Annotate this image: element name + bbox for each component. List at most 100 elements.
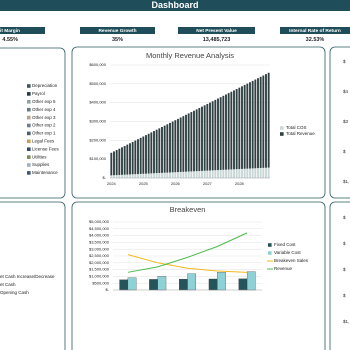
bar-segment: [209, 102, 211, 171]
breakeven-panel: [71, 201, 326, 350]
bar: [217, 272, 226, 291]
bar-segment: [225, 94, 227, 170]
x-tick-label: 2028: [235, 181, 245, 186]
bar-segment: [174, 120, 177, 173]
y-tick-label: $3,500,000: [89, 239, 110, 244]
legend-swatch: [27, 171, 31, 175]
bar-segment: [161, 126, 163, 173]
kpi-label-box: [0, 27, 45, 34]
legend-swatch: [27, 100, 31, 104]
dashboard-title: Dashboard: [151, 0, 198, 10]
kpi-label: Internal Rate of Return: [289, 28, 341, 34]
bar-segment: [185, 114, 187, 172]
bar-segment: [166, 172, 169, 178]
bar-segment: [243, 84, 246, 169]
legend-label: et Cash: [0, 282, 16, 287]
bar-segment: [129, 174, 131, 178]
bar-segment: [147, 173, 150, 178]
kpi-value: 4.55%: [2, 37, 18, 43]
legend-swatch: [27, 139, 31, 144]
expense-panel: [0, 47, 66, 199]
bar-segment: [182, 116, 185, 172]
legend-label: Variable Cost: [274, 250, 301, 255]
y-tick-label: $2,000,000: [89, 260, 110, 265]
bar-segment: [193, 110, 195, 172]
bar-segment: [115, 150, 118, 176]
bar-segment: [227, 93, 230, 170]
bar-segment: [145, 135, 147, 174]
bar-segment: [113, 175, 115, 178]
bar-segment: [163, 125, 166, 173]
bar-segment: [217, 170, 219, 178]
bar-segment: [187, 113, 190, 172]
bar-segment: [153, 131, 155, 174]
legend-label: Fixed Cost: [274, 242, 296, 247]
bar-segment: [137, 174, 139, 178]
bar-segment: [158, 128, 161, 173]
bar-segment: [123, 145, 126, 175]
bar-segment: [238, 87, 241, 170]
bar-segment: [219, 169, 222, 178]
legend-swatch: [27, 155, 31, 159]
bar-segment: [219, 97, 222, 170]
y-tick-label: $3,000,000: [89, 246, 110, 251]
y-tick-label: $2,500,000: [89, 253, 110, 258]
x-tick-label: 2027: [203, 181, 213, 186]
legend-label: Other exp 1: [32, 131, 56, 136]
legend-label: Breakeven Sales: [274, 258, 309, 263]
bar-segment: [142, 173, 145, 178]
bar-segment: [161, 172, 163, 178]
bar-segment: [211, 101, 214, 171]
legend-swatch: [27, 107, 31, 112]
y-tick-label: $5,000,000: [89, 219, 110, 224]
bar-segment: [150, 132, 153, 174]
bar-segment: [225, 169, 227, 178]
axis-label: $3: [343, 119, 349, 124]
y-tick-label: $100,000: [89, 156, 106, 161]
bar: [157, 276, 167, 291]
bar-segment: [134, 174, 137, 178]
bar-segment: [163, 172, 166, 178]
kpi-label-box: [80, 27, 155, 34]
bar-segment: [259, 167, 262, 178]
bar-segment: [217, 98, 219, 171]
bar: [127, 277, 137, 291]
bar-segment: [211, 170, 214, 178]
bar-segment: [147, 133, 150, 174]
bar-segment: [145, 173, 147, 178]
bar-segment: [174, 172, 177, 178]
bar-segment: [123, 174, 126, 178]
bar-segment: [193, 171, 195, 178]
bar-segment: [185, 171, 187, 178]
y-tick-label: $1,000,000: [89, 273, 110, 278]
kpi-label: rofit Margin: [0, 28, 20, 34]
bar-segment: [155, 173, 158, 178]
legend-swatch: [280, 132, 284, 136]
bar-segment: [113, 151, 115, 176]
bar-segment: [198, 108, 201, 172]
bar-segment: [265, 167, 267, 178]
bar-segment: [206, 103, 209, 171]
bar-segment: [118, 174, 121, 178]
bar-segment: [139, 137, 142, 174]
axis-label: $1,: [343, 179, 349, 184]
bar-segment: [257, 168, 259, 178]
bar-segment: [246, 168, 249, 178]
bar-segment: [201, 106, 203, 171]
bar-segment: [243, 168, 246, 178]
y-tick-label: $4,500,000: [89, 226, 110, 231]
bar-segment: [126, 174, 129, 178]
legend-swatch: [27, 123, 31, 128]
legend-label: et Cash Increase/Decrease: [0, 274, 55, 279]
cash-panel: [0, 201, 66, 350]
axis-label: $: [343, 293, 346, 298]
axis-label: $: [343, 149, 346, 154]
bar-segment: [201, 170, 203, 178]
bar-segment: [203, 170, 206, 178]
legend-swatch: [27, 147, 31, 151]
bar-segment: [137, 139, 139, 175]
bar-segment: [190, 171, 193, 178]
bar-segment: [203, 105, 206, 171]
x-tick-label: 2026: [171, 181, 181, 186]
y-tick-label: $4,000,000: [89, 233, 110, 238]
